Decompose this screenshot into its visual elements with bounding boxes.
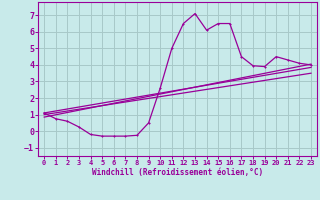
X-axis label: Windchill (Refroidissement éolien,°C): Windchill (Refroidissement éolien,°C) [92, 168, 263, 177]
